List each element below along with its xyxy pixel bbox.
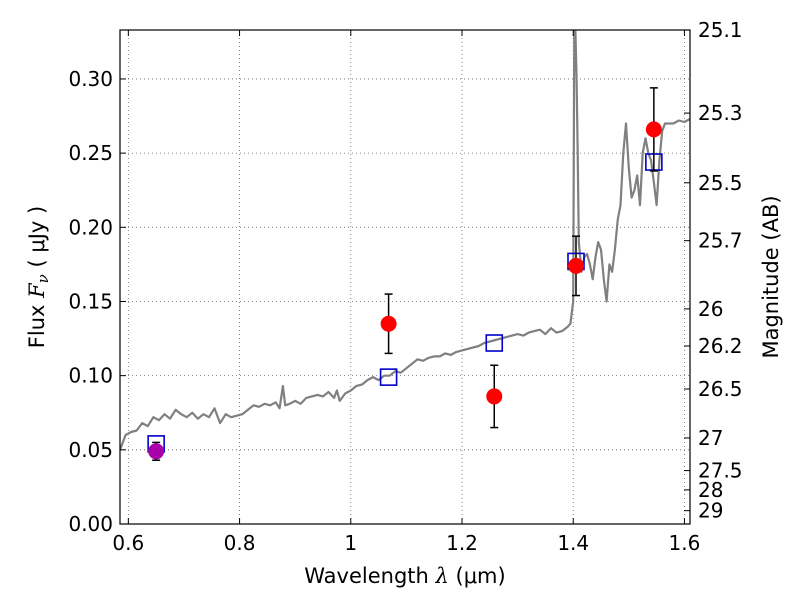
y-tick-label: 0.20: [68, 215, 113, 239]
x-axis-ticks: 0.6 0.8 1 1.2 1.4 1.6: [112, 30, 700, 555]
observed-point: [645, 121, 662, 138]
y2-tick-label: 29: [698, 499, 723, 523]
y2-tick-label: 25.3: [698, 101, 743, 125]
x-tick-label: 1.4: [557, 531, 589, 555]
y2-tick-label: 26: [698, 297, 723, 321]
x-tick-label: 1.6: [669, 531, 701, 555]
observed-point: [568, 257, 584, 274]
y2-tick-label: 25.1: [698, 18, 743, 42]
spectrum-line: [120, 30, 690, 451]
y-tick-label: 0.15: [68, 289, 113, 313]
model-square-marker: [485, 334, 504, 352]
x-axis-label: Wavelength λ (μm): [304, 564, 505, 588]
observed-points-layer: [148, 87, 662, 461]
x-tick-label: 0.8: [224, 531, 256, 555]
y2-tick-label: 25.7: [698, 229, 743, 253]
y2-tick-label: 27: [698, 426, 723, 450]
observed-point: [148, 443, 165, 460]
y-axis-label: Flux Fν ( μJy ): [25, 206, 52, 348]
grid-lines: [120, 30, 690, 524]
y2-tick-label: 26.2: [698, 334, 743, 358]
y2-tick-label: 26.5: [698, 377, 743, 401]
y-tick-label: 0.10: [68, 364, 113, 388]
y-axis-ticks: 0.00 0.05 0.10 0.15 0.20 0.25 0.30: [68, 67, 126, 536]
y2-axis-label: Magnitude (AB): [759, 195, 783, 358]
y-tick-label: 0.05: [68, 438, 113, 462]
x-tick-label: 1.2: [446, 531, 478, 555]
y-tick-label: 0.00: [68, 512, 113, 536]
x-tick-label: 1: [344, 531, 357, 555]
y-tick-label: 0.30: [68, 67, 113, 91]
model-square-marker: [379, 368, 398, 386]
y2-tick-label: 25.5: [698, 171, 743, 195]
plot-frame-fill: [120, 30, 690, 524]
plot-area-background: [120, 30, 690, 524]
plot-frame: [119, 29, 691, 525]
x-tick-label: 0.6: [112, 531, 144, 555]
observed-point: [380, 315, 397, 332]
y2-tick-label: 28: [698, 478, 723, 502]
y2-tick-label: 27.5: [698, 459, 743, 483]
y-tick-label: 0.25: [68, 141, 113, 165]
spectrum-line-layer: [120, 30, 690, 451]
observed-point: [486, 388, 503, 405]
